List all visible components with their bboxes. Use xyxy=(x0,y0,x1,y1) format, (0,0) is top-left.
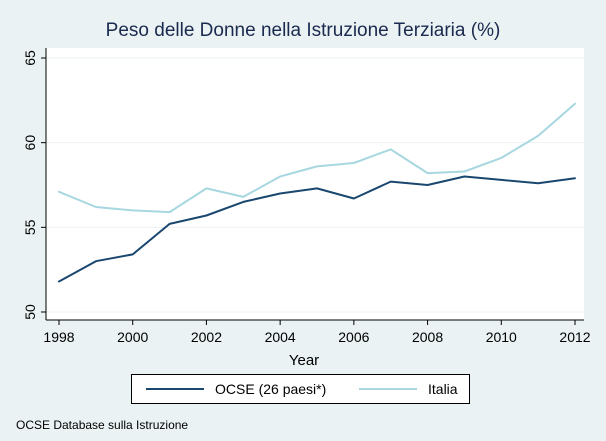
plot-area xyxy=(46,48,584,320)
source-note: OCSE Database sulla Istruzione xyxy=(16,418,189,432)
x-tick-label-2002: 2002 xyxy=(191,329,222,345)
legend-swatch-ocse xyxy=(146,388,204,390)
y-tick-label-65: 65 xyxy=(22,50,38,66)
legend: OCSE (26 paesi*) Italia xyxy=(131,374,470,404)
x-tick-label-2006: 2006 xyxy=(338,329,369,345)
x-tick-label-2000: 2000 xyxy=(117,329,148,345)
series-lines xyxy=(58,102,576,283)
y-tick-label-55: 55 xyxy=(22,219,38,235)
legend-item-italia: Italia xyxy=(359,375,458,403)
x-tick-label-2012: 2012 xyxy=(559,329,590,345)
gridlines xyxy=(46,57,584,313)
x-tick-label-1998: 1998 xyxy=(43,329,74,345)
axes: 50 55 60 65 1998 2000 2002 2004 2006 2008 2010 2012 xyxy=(22,48,591,345)
chart-title: Peso delle Donne nella Istruzione Terzia… xyxy=(106,20,501,41)
legend-swatch-italia xyxy=(359,388,417,390)
x-tick-label-2010: 2010 xyxy=(486,329,517,345)
x-tick-label-2004: 2004 xyxy=(265,329,296,345)
x-axis-label: Year xyxy=(289,352,319,369)
series-line-italia xyxy=(58,102,576,214)
y-tick-label-50: 50 xyxy=(22,304,38,320)
y-tick-label-60: 60 xyxy=(22,135,38,151)
legend-item-ocse: OCSE (26 paesi*) xyxy=(146,375,326,403)
x-tick-label-2008: 2008 xyxy=(412,329,443,345)
legend-label-italia: Italia xyxy=(428,381,458,397)
legend-label-ocse: OCSE (26 paesi*) xyxy=(215,381,327,397)
series-line-ocse xyxy=(58,175,576,283)
